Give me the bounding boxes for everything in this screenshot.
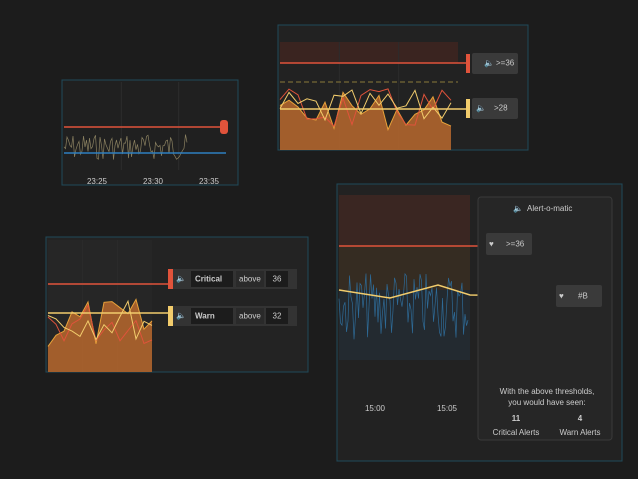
icon: ♥ — [559, 292, 564, 301]
x-label: 23:35 — [199, 177, 220, 186]
threshold-handle[interactable] — [168, 269, 173, 289]
threshold-label: #B — [578, 292, 588, 301]
alert-title: Alert-o-matic — [527, 204, 572, 213]
x-label: 15:05 — [437, 404, 458, 413]
summary: you would have seen: — [508, 398, 585, 407]
panel-graph — [47, 240, 153, 372]
x-label: 15:00 — [365, 404, 386, 413]
icon: 🔈 — [176, 274, 186, 283]
count-label: Critical Alerts — [493, 428, 540, 437]
series-line — [279, 88, 452, 128]
op: above — [239, 312, 261, 321]
threshold-handle[interactable] — [168, 306, 173, 326]
threshold-handle[interactable] — [220, 120, 228, 134]
threshold-badge[interactable] — [556, 285, 602, 307]
series-line — [47, 304, 153, 345]
level: Critical — [195, 275, 222, 284]
threshold-badge[interactable] — [486, 233, 532, 255]
icon: 🔈 — [513, 204, 523, 213]
count-label: Warn Alerts — [559, 428, 600, 437]
threshold-label: >=36 — [496, 59, 515, 68]
critical-zone — [280, 42, 458, 63]
icon: 🔈 — [176, 311, 186, 320]
summary: With the above thresholds, — [500, 387, 595, 396]
value-input[interactable] — [266, 271, 288, 287]
icon: 🔈 — [476, 104, 486, 113]
series-line — [279, 91, 452, 132]
alert-panel — [477, 196, 613, 441]
value: 32 — [273, 312, 282, 321]
level-select[interactable] — [191, 308, 233, 324]
level-select[interactable] — [191, 271, 233, 287]
op-select[interactable] — [236, 308, 264, 324]
op-select[interactable] — [236, 271, 264, 287]
critical-zone — [339, 195, 470, 246]
icon: ♥ — [489, 240, 494, 249]
series-line — [279, 89, 452, 122]
level: Warn — [195, 312, 215, 321]
panel-graph — [279, 42, 452, 150]
count: 11 — [512, 414, 521, 423]
threshold-badge[interactable] — [472, 53, 518, 74]
value-input[interactable] — [266, 308, 288, 324]
value: 36 — [273, 275, 282, 284]
icon: 🔈 — [484, 59, 494, 68]
series-line — [47, 299, 153, 341]
graph-area — [339, 290, 470, 360]
x-label: 23:25 — [87, 177, 108, 186]
op: above — [239, 275, 261, 284]
panel-graph — [63, 82, 188, 170]
threshold-badge[interactable] — [472, 98, 518, 119]
threshold-label: >28 — [494, 104, 508, 113]
threshold-handle[interactable] — [466, 99, 470, 118]
x-label: 23:30 — [143, 177, 164, 186]
threshold-label: >=36 — [506, 240, 525, 249]
count: 4 — [578, 414, 583, 423]
panel — [61, 79, 239, 186]
series-line — [63, 134, 188, 160]
threshold-handle[interactable] — [466, 54, 470, 73]
